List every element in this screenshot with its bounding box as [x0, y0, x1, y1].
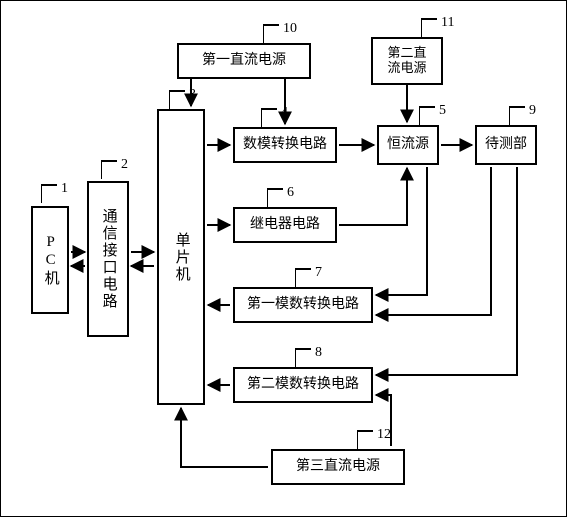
label: 第二直流电源	[387, 46, 426, 76]
callout-6: 6	[267, 185, 294, 207]
block-psu2: 第二直流电源	[371, 37, 443, 85]
callout-8: 8	[295, 345, 322, 367]
block-psu1: 第一直流电源	[177, 43, 311, 79]
block-pc: PC机	[31, 206, 69, 314]
callout-number: 3	[189, 87, 196, 103]
block-mcu: 单片机	[157, 109, 205, 405]
callout-number: 7	[315, 265, 322, 281]
callout-10: 10	[263, 21, 297, 43]
callout-7: 7	[295, 265, 322, 287]
block-relay: 继电器电路	[233, 207, 337, 243]
label: 继电器电路	[250, 217, 320, 233]
callout-number: 8	[315, 345, 322, 361]
block-ccs: 恒流源	[377, 125, 439, 165]
callout-3: 3	[169, 87, 196, 109]
label: 恒流源	[387, 137, 429, 153]
callout-number: 1	[61, 181, 68, 197]
callout-number: 4	[281, 105, 288, 121]
label: 数模转换电路	[243, 137, 327, 153]
callout-1: 1	[41, 181, 68, 203]
label: 通信接口电路	[99, 208, 116, 310]
callout-9: 9	[509, 103, 536, 125]
block-comm-if: 通信接口电路	[87, 181, 129, 337]
block-psu3: 第三直流电源	[271, 449, 405, 485]
label: 单片机	[172, 232, 189, 283]
callout-number: 10	[283, 21, 297, 37]
block-dac: 数模转换电路	[233, 127, 337, 163]
label: 第二模数转换电路	[247, 377, 359, 393]
callout-11: 11	[421, 15, 454, 37]
callout-12: 12	[357, 427, 391, 449]
callout-4: 4	[261, 105, 288, 127]
block-adc1: 第一模数转换电路	[233, 287, 373, 323]
callout-number: 9	[529, 103, 536, 119]
label: PC机	[41, 234, 58, 287]
label: 待测部	[485, 137, 527, 153]
callout-number: 12	[377, 427, 391, 443]
block-dut: 待测部	[475, 125, 537, 165]
callout-number: 11	[441, 15, 454, 31]
label: 第三直流电源	[296, 459, 380, 475]
diagram-stage: PC机 通信接口电路 单片机 数模转换电路 恒流源 继电器电路 第一模数转换电路…	[0, 0, 567, 517]
callout-number: 2	[121, 157, 128, 173]
callout-5: 5	[419, 103, 446, 125]
callout-2: 2	[101, 157, 128, 179]
block-adc2: 第二模数转换电路	[233, 367, 373, 403]
callout-number: 5	[439, 103, 446, 119]
label: 第一直流电源	[202, 53, 286, 69]
label: 第一模数转换电路	[247, 297, 359, 313]
callout-number: 6	[287, 185, 294, 201]
